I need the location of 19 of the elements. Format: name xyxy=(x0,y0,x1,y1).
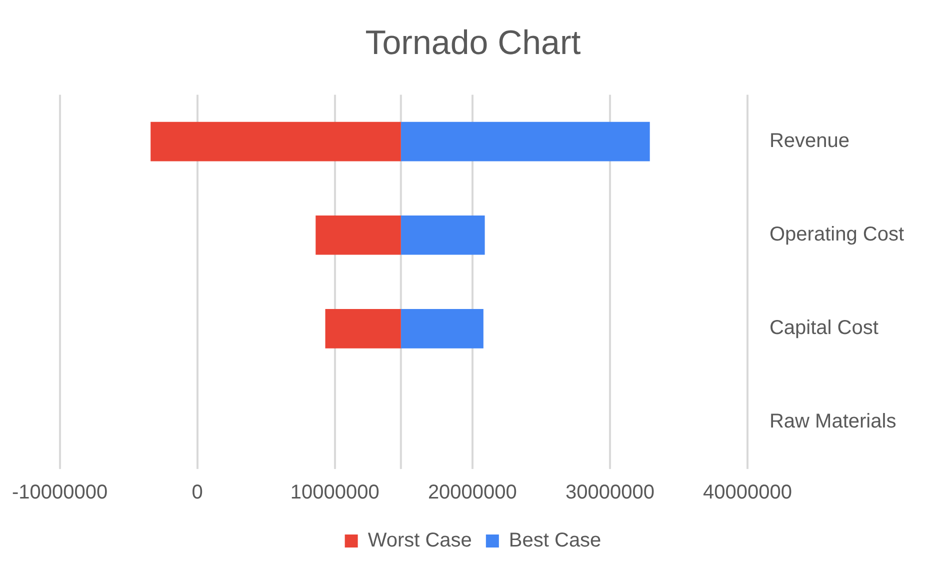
y-tick-label: Revenue xyxy=(769,130,850,152)
y-tick-label: Operating Cost xyxy=(769,224,904,246)
bar xyxy=(400,215,485,255)
legend-label: Worst Case xyxy=(368,530,472,552)
x-tick-label: 30000000 xyxy=(565,482,654,504)
chart-title: Tornado Chart xyxy=(365,24,582,62)
y-tick-label: Raw Materials xyxy=(769,410,896,433)
y-tick-label: Capital Cost xyxy=(769,317,879,340)
bar xyxy=(150,122,401,162)
x-tick-label: 20000000 xyxy=(428,482,517,504)
bar xyxy=(400,122,650,162)
x-tick-label: -10000000 xyxy=(12,482,108,504)
bar xyxy=(400,309,484,348)
x-tick-label: 40000000 xyxy=(702,482,792,504)
x-tick-label: 10000000 xyxy=(290,482,380,504)
bar xyxy=(316,215,401,255)
legend-label: Best Case xyxy=(508,530,602,552)
bar xyxy=(325,309,401,348)
x-tick-label: 0 xyxy=(192,482,203,504)
